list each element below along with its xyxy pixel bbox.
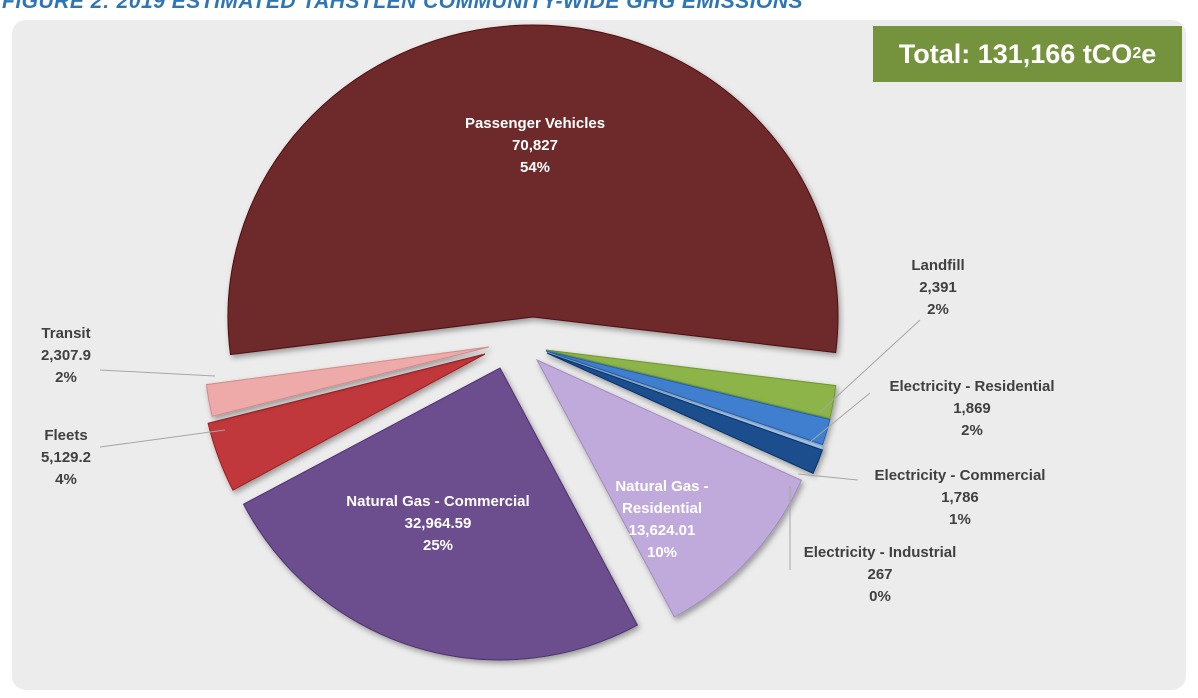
data-label-elec-com: Electricity - Commercial 1,786 1% — [875, 467, 1046, 528]
data-label-line: 4% — [55, 471, 77, 488]
pie-slice-elec-com — [546, 352, 824, 474]
data-label-line: 10% — [647, 544, 677, 561]
data-label-fleets: Fleets 5,129.2 4% — [41, 427, 91, 488]
data-label-line: Landfill — [911, 257, 964, 274]
data-label-line: 2% — [927, 301, 949, 318]
data-label-elec-res: Electricity - Residential 1,869 2% — [889, 378, 1054, 439]
data-label-line: 2% — [55, 369, 77, 386]
data-label-line: 1,786 — [941, 489, 979, 506]
data-label-line: 25% — [423, 537, 453, 554]
data-label-line: 5,129.2 — [41, 449, 91, 466]
data-label-line: 267 — [867, 566, 892, 583]
data-label-line: 1,869 — [953, 400, 991, 417]
data-label-line: 0% — [869, 588, 891, 605]
page-title: FIGURE 2: 2019 ESTIMATED TAHSTLEN COMMUN… — [2, 0, 804, 13]
pie-slice-ng-res — [535, 358, 802, 618]
data-label-line: 32,964.59 — [405, 515, 472, 532]
data-label-ng-res: Natural Gas - Residential 13,624.01 10% — [615, 478, 708, 561]
pie-slice-transit — [205, 346, 490, 417]
total-badge: Total: 131,166 tCO 2 e — [873, 26, 1182, 82]
leader-line-elec-com — [797, 473, 859, 481]
data-label-line: Passenger Vehicles — [465, 115, 605, 132]
leader-line-landfill — [819, 319, 921, 413]
pie-slice-passenger — [227, 24, 839, 356]
pie-slice-elec-res — [545, 350, 831, 446]
leader-line-transit — [99, 369, 216, 377]
data-label-line: 54% — [520, 159, 550, 176]
data-label-landfill: Landfill 2,391 2% — [911, 257, 964, 318]
data-label-line: Natural Gas - — [615, 478, 708, 495]
data-label-elec-ind: Electricity - Industrial 267 0% — [804, 544, 957, 605]
data-label-line: Residential — [622, 500, 702, 517]
pie-slice-landfill — [545, 349, 837, 420]
total-suffix: e — [1141, 38, 1157, 69]
pie-slice-ng-com — [242, 367, 639, 661]
data-label-transit: Transit 2,307.9 2% — [41, 325, 91, 386]
data-label-line: Electricity - Industrial — [804, 544, 957, 561]
pie-slice-fleets — [207, 353, 486, 491]
data-label-line: 70,827 — [512, 137, 558, 154]
data-label-line: 1% — [949, 511, 971, 528]
total-text: Total: 131,166 tCO — [898, 38, 1133, 69]
leader-line-fleets — [99, 429, 226, 448]
data-label-line: 13,624.01 — [629, 522, 696, 539]
leader-line-elec-res — [809, 392, 871, 443]
data-label-line: 2,391 — [919, 279, 957, 296]
data-label-line: Electricity - Commercial — [875, 467, 1046, 484]
data-label-line: 2% — [961, 422, 983, 439]
data-label-line: Natural Gas - Commercial — [346, 493, 529, 510]
data-label-passenger: Passenger Vehicles 70,827 54% — [465, 115, 605, 176]
data-label-line: Transit — [41, 325, 90, 342]
data-label-line: Fleets — [44, 427, 87, 444]
data-label-ng-com: Natural Gas - Commercial 32,964.59 25% — [346, 493, 529, 554]
data-label-line: 2,307.9 — [41, 347, 91, 364]
data-label-line: Electricity - Residential — [889, 378, 1054, 395]
